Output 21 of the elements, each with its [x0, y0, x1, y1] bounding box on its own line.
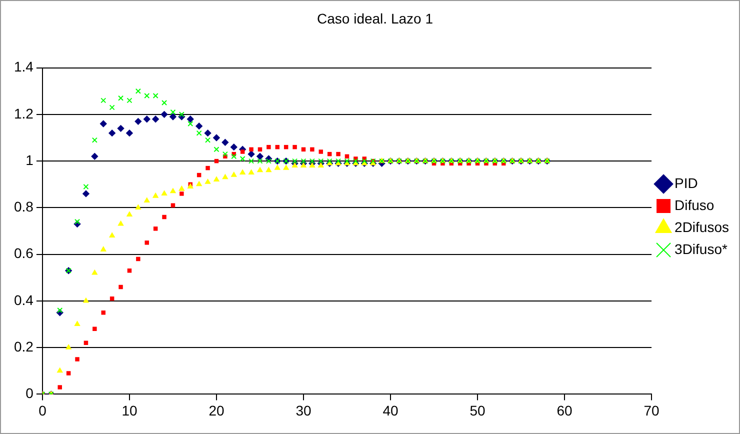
y-tick-label: 1.2	[14, 105, 34, 122]
legend-label: 2Difusos	[674, 218, 729, 235]
y-tick-label: 1.4	[14, 58, 34, 75]
x-tick-label: 60	[556, 402, 573, 418]
y-tick-label: 0.8	[14, 198, 34, 215]
legend-label: 3Difuso*	[674, 240, 728, 257]
x-tick-label: 10	[122, 402, 138, 418]
legend-label: PID	[674, 174, 698, 191]
y-tick-label: 1	[26, 152, 34, 168]
y-tick-label: 0.6	[14, 245, 34, 262]
y-tick-label: 0.4	[14, 292, 34, 308]
x-tick-label: 40	[382, 402, 398, 418]
x-tick-label: 70	[644, 402, 660, 418]
x-tick-label: 20	[208, 402, 224, 418]
y-tick-label: 0.2	[14, 338, 34, 354]
x-tick-label: 50	[470, 402, 486, 418]
y-tick-label: 0	[26, 385, 34, 402]
chart-title: Caso ideal. Lazo 1	[317, 10, 434, 26]
x-tick-label: 0	[38, 402, 47, 418]
x-tick-label: 30	[296, 402, 312, 418]
legend-label: Difuso	[674, 196, 714, 213]
